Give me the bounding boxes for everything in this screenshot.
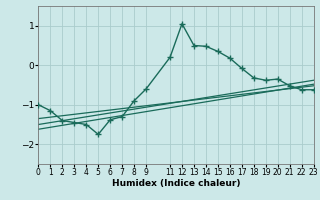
X-axis label: Humidex (Indice chaleur): Humidex (Indice chaleur) [112, 179, 240, 188]
